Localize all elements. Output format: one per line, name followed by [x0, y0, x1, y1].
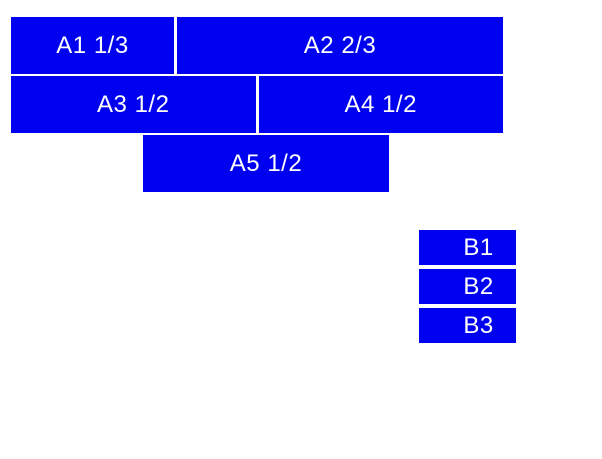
group-a-container: A1 1/3 A2 2/3 A3 1/2 A4 1/2 A5 1/2 [11, 17, 503, 192]
box-a4[interactable]: A4 1/2 [258, 76, 503, 133]
box-a2[interactable]: A2 2/3 [177, 17, 503, 74]
box-a5[interactable]: A5 1/2 [143, 135, 389, 192]
box-b3[interactable]: B3 [419, 308, 516, 343]
group-a-row-3: A5 1/2 [11, 135, 503, 192]
box-a3[interactable]: A3 1/2 [11, 76, 256, 133]
group-a-row-1: A1 1/3 A2 2/3 [11, 17, 503, 74]
box-b1[interactable]: B1 [419, 230, 516, 265]
box-a1[interactable]: A1 1/3 [11, 17, 174, 74]
box-b2[interactable]: B2 [419, 269, 516, 304]
group-b-container: B1 B2 B3 [419, 230, 516, 343]
group-a-row-2: A3 1/2 A4 1/2 [11, 76, 503, 133]
